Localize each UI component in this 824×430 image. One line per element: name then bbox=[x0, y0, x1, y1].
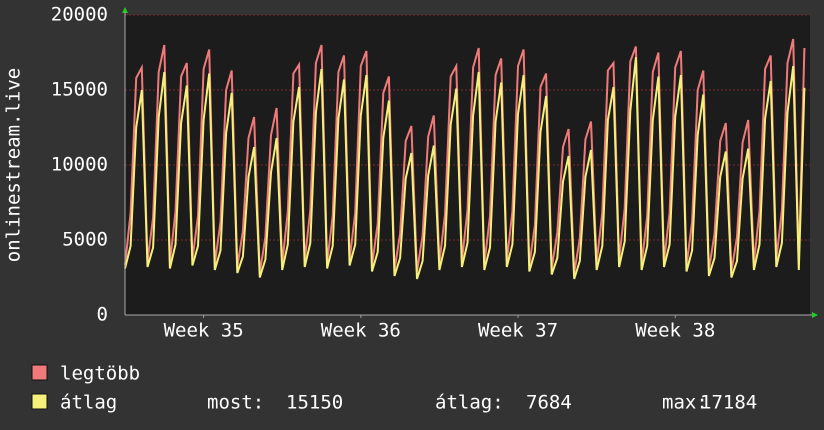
series-line bbox=[124, 57, 806, 280]
y-axis-label: onlinestream.live bbox=[3, 68, 25, 262]
y-tick-label: 20000 bbox=[51, 4, 108, 26]
legend-label: átlag bbox=[60, 392, 117, 414]
stat-label: most: bbox=[207, 392, 264, 414]
legend-swatch bbox=[31, 364, 48, 381]
plot-area bbox=[125, 15, 810, 315]
y-tick-label: 15000 bbox=[51, 79, 108, 101]
series-line bbox=[124, 38, 806, 274]
axis-arrow bbox=[122, 7, 128, 13]
y-tick-label: 0 bbox=[97, 304, 108, 326]
stat-value: 17184 bbox=[700, 392, 757, 414]
y-tick-label: 5000 bbox=[62, 229, 108, 251]
x-tick-label: Week 35 bbox=[164, 320, 244, 342]
legend-swatch bbox=[31, 393, 48, 410]
x-tick-label: Week 36 bbox=[321, 320, 401, 342]
legend-label: legtöbb bbox=[60, 363, 140, 385]
stat-label: max: bbox=[662, 392, 708, 414]
stat-value: 7684 bbox=[526, 392, 572, 414]
x-tick-label: Week 37 bbox=[478, 320, 558, 342]
axis-arrow bbox=[812, 312, 818, 318]
stat-value: 15150 bbox=[286, 392, 343, 414]
legend-stats: most: 15150 átlag: 7684 max:17184 bbox=[207, 392, 757, 414]
y-tick-label: 10000 bbox=[51, 154, 108, 176]
x-tick-label: Week 38 bbox=[635, 320, 715, 342]
stat-label: átlag: bbox=[435, 392, 504, 414]
